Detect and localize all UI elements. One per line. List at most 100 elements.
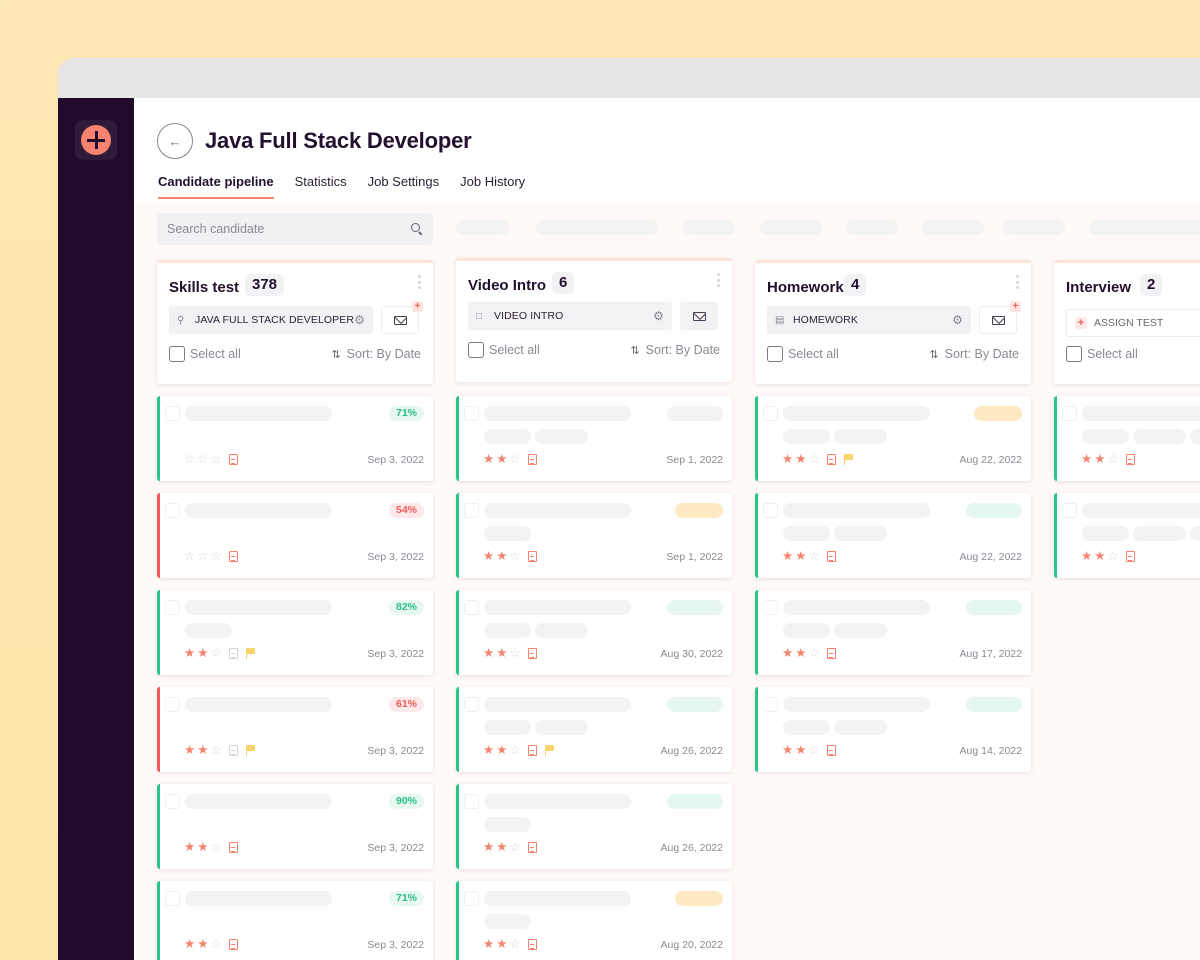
star-icon[interactable]: ★: [483, 452, 495, 466]
candidate-card[interactable]: ★ ★ ☆ Sep 1, 2022: [456, 493, 732, 578]
more-options-icon[interactable]: [418, 275, 421, 289]
candidate-card[interactable]: ★ ★ ☆ Aug 22, 2022: [755, 493, 1031, 578]
star-icon[interactable]: ★: [1094, 452, 1106, 466]
card-checkbox[interactable]: [763, 406, 778, 421]
star-icon[interactable]: ☆: [509, 743, 521, 757]
select-all-checkbox[interactable]: Select all: [1066, 346, 1138, 362]
document-icon[interactable]: [1125, 453, 1135, 465]
star-icon[interactable]: ☆: [509, 937, 521, 951]
filter-pill[interactable]: [1003, 220, 1065, 235]
candidate-card[interactable]: 71% ★ ★ ☆ Sep 3, 2022: [157, 881, 433, 960]
checkbox[interactable]: [169, 346, 185, 362]
candidate-card[interactable]: ★ ★ ☆ Aug 20, 2022: [456, 881, 732, 960]
test-chip[interactable]: ⚲ JAVA FULL STACK DEVELOPER ⚙: [169, 306, 373, 334]
candidate-card[interactable]: ★ ★ ☆: [1054, 493, 1200, 578]
star-icon[interactable]: ★: [483, 937, 495, 951]
star-icon[interactable]: ☆: [509, 549, 521, 563]
star-icon[interactable]: ★: [483, 743, 495, 757]
gear-icon[interactable]: ⚙: [354, 313, 365, 327]
candidate-card[interactable]: ★ ★ ☆ Sep 1, 2022: [456, 396, 732, 481]
select-all-checkbox[interactable]: Select all: [767, 346, 839, 362]
sort-button[interactable]: ⇅ Sort: By Date: [630, 343, 720, 357]
candidate-card[interactable]: 71% ☆ ☆ ☆ Sep 3, 2022: [157, 396, 433, 481]
filter-pill[interactable]: [846, 220, 898, 235]
star-icon[interactable]: ★: [184, 646, 196, 660]
candidate-card[interactable]: 82% ★ ★ ☆ Sep 3, 2022: [157, 590, 433, 675]
card-checkbox[interactable]: [165, 406, 180, 421]
star-icon[interactable]: ★: [197, 743, 209, 757]
checkbox[interactable]: [767, 346, 783, 362]
flag-icon[interactable]: [245, 647, 256, 659]
star-icon[interactable]: ★: [197, 646, 209, 660]
card-checkbox[interactable]: [165, 794, 180, 809]
candidate-card[interactable]: 90% ★ ★ ☆ Sep 3, 2022: [157, 784, 433, 869]
document-icon[interactable]: [228, 550, 238, 562]
document-icon[interactable]: [826, 550, 836, 562]
star-icon[interactable]: ★: [782, 743, 794, 757]
star-icon[interactable]: ★: [795, 452, 807, 466]
star-icon[interactable]: ★: [496, 646, 508, 660]
star-icon[interactable]: ☆: [509, 452, 521, 466]
star-icon[interactable]: ★: [795, 549, 807, 563]
candidate-card[interactable]: ★ ★ ☆ Aug 14, 2022: [755, 687, 1031, 772]
card-checkbox[interactable]: [1062, 406, 1077, 421]
filter-pill[interactable]: [1089, 220, 1200, 235]
star-icon[interactable]: ★: [795, 743, 807, 757]
logo-button[interactable]: [75, 120, 117, 160]
star-icon[interactable]: ★: [496, 549, 508, 563]
document-icon[interactable]: [228, 938, 238, 950]
star-icon[interactable]: ★: [184, 937, 196, 951]
filter-pill[interactable]: [683, 220, 735, 235]
search-input[interactable]: Search candidate: [157, 213, 433, 245]
star-icon[interactable]: ☆: [808, 549, 820, 563]
gear-icon[interactable]: ⚙: [952, 313, 963, 327]
checkbox[interactable]: [468, 342, 484, 358]
star-icon[interactable]: ☆: [210, 452, 222, 466]
candidate-card[interactable]: ★ ★ ☆ Aug 26, 2022: [456, 784, 732, 869]
card-checkbox[interactable]: [165, 503, 180, 518]
email-button[interactable]: +: [979, 301, 1021, 334]
select-all-checkbox[interactable]: Select all: [468, 342, 540, 358]
star-icon[interactable]: ★: [197, 840, 209, 854]
gear-icon[interactable]: ⚙: [653, 309, 664, 323]
candidate-card[interactable]: ★ ★ ☆ Aug 22, 2022: [755, 396, 1031, 481]
filter-pill[interactable]: [456, 220, 509, 235]
card-checkbox[interactable]: [464, 406, 479, 421]
document-icon[interactable]: [527, 744, 537, 756]
star-icon[interactable]: ☆: [1107, 549, 1119, 563]
test-chip[interactable]: □ VIDEO INTRO ⚙: [468, 302, 672, 330]
document-icon[interactable]: [826, 453, 836, 465]
more-options-icon[interactable]: [717, 273, 720, 287]
card-checkbox[interactable]: [1062, 503, 1077, 518]
email-button[interactable]: +: [381, 301, 423, 334]
candidate-card[interactable]: ★ ★ ☆ Aug 26, 2022: [456, 687, 732, 772]
candidate-card[interactable]: ★ ★ ☆: [1054, 396, 1200, 481]
tab-statistics[interactable]: Statistics: [294, 174, 347, 189]
card-checkbox[interactable]: [464, 697, 479, 712]
star-icon[interactable]: ★: [496, 937, 508, 951]
star-icon[interactable]: ★: [1081, 549, 1093, 563]
document-icon[interactable]: [228, 453, 238, 465]
tab-candidate-pipeline[interactable]: Candidate pipeline: [158, 174, 274, 199]
star-icon[interactable]: ☆: [808, 452, 820, 466]
star-icon[interactable]: ☆: [509, 840, 521, 854]
star-icon[interactable]: ☆: [184, 549, 196, 563]
card-checkbox[interactable]: [464, 503, 479, 518]
document-icon[interactable]: [228, 841, 238, 853]
document-icon[interactable]: [527, 841, 537, 853]
star-icon[interactable]: ★: [496, 452, 508, 466]
back-button[interactable]: ←: [157, 123, 193, 159]
tab-job-history[interactable]: Job History: [460, 174, 526, 189]
card-checkbox[interactable]: [464, 600, 479, 615]
assign-test-button[interactable]: + ASSIGN TEST: [1066, 309, 1200, 337]
document-icon[interactable]: [527, 550, 537, 562]
candidate-card[interactable]: 61% ★ ★ ☆ Sep 3, 2022: [157, 687, 433, 772]
document-icon[interactable]: [826, 647, 836, 659]
sort-button[interactable]: ⇅ Sort: By Date: [331, 347, 421, 361]
select-all-checkbox[interactable]: Select all: [169, 346, 241, 362]
flag-icon[interactable]: [245, 744, 256, 756]
star-icon[interactable]: ☆: [210, 840, 222, 854]
star-icon[interactable]: ★: [184, 840, 196, 854]
checkbox[interactable]: [1066, 346, 1082, 362]
star-icon[interactable]: ★: [483, 840, 495, 854]
